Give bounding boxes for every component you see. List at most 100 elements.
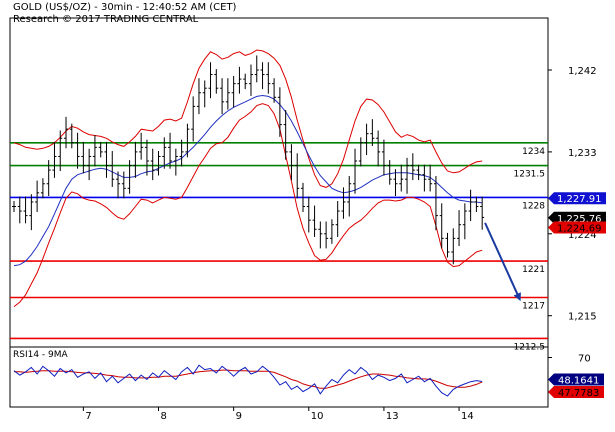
rsi-ma-line: [14, 369, 483, 389]
price-tag-shape: [548, 192, 606, 205]
price-bar: [260, 62, 265, 90]
price-bar: [433, 176, 438, 231]
price-bar: [231, 75, 236, 108]
price-tag-0: 1,227.91: [548, 192, 606, 205]
rsi-tag-1: 47.7783: [548, 385, 604, 399]
level-lines: [10, 142, 548, 340]
x-axis-label: 10: [311, 411, 324, 422]
price-bar: [462, 203, 467, 240]
rsi-pane-frame: [9, 346, 549, 408]
forecast-arrow: [484, 222, 521, 302]
price-bar: [341, 187, 346, 219]
price-axis-label: 1,224: [568, 230, 597, 241]
price-axis-label: 1,233: [568, 148, 597, 159]
x-axis-label: 7: [85, 411, 91, 422]
price-bar: [283, 110, 288, 160]
price-bar: [17, 196, 22, 224]
price-bar: [405, 157, 410, 194]
price-bar: [40, 178, 45, 199]
price-bar: [480, 196, 485, 230]
rsi-axis-label: 70: [578, 354, 591, 365]
price-bar: [173, 148, 178, 176]
price-bar: [329, 219, 334, 244]
rsi-line: [13, 364, 483, 397]
price-series: [12, 49, 485, 307]
price-bar: [248, 64, 253, 96]
price-bar: [266, 62, 271, 94]
price-bar: [347, 176, 352, 217]
price-bar: [64, 116, 69, 149]
price-tag-shape: [548, 221, 606, 234]
price-bar: [202, 80, 207, 108]
price-bar: [162, 137, 167, 169]
ohlc-bars: [12, 55, 485, 265]
level-label-1221: 1221: [522, 265, 545, 275]
price-tag-label: 1,224.69: [557, 224, 602, 235]
rsi-tag-shape: [548, 385, 604, 398]
price-tag-shape: [548, 211, 606, 224]
price-bar: [272, 78, 277, 103]
price-bar: [156, 150, 161, 176]
rsi-tag-label: 48.1641: [558, 376, 599, 387]
level-label-1234: 1234: [522, 147, 545, 157]
price-bar: [381, 139, 386, 176]
price-bar: [422, 164, 427, 192]
price-bar: [445, 232, 450, 258]
price-bar: [104, 141, 109, 178]
rsi-series: [13, 364, 483, 397]
price-bar: [220, 78, 225, 115]
price-bar: [35, 180, 40, 212]
price-bar: [29, 194, 34, 231]
price-bar: [277, 87, 282, 137]
price-bar: [116, 171, 121, 199]
price-bar: [196, 78, 201, 115]
price-tag-label: 1,227.91: [557, 194, 602, 205]
price-bar: [457, 210, 462, 247]
price-bar: [208, 62, 213, 99]
price-axis-label: 1,242: [568, 66, 597, 77]
price-bar: [127, 160, 132, 194]
price-bar: [58, 130, 63, 172]
price-bar: [312, 205, 317, 237]
price-bar: [301, 182, 305, 212]
price-bar: [92, 135, 97, 167]
price-bar: [364, 123, 369, 156]
price-bar: [150, 148, 155, 181]
price-bar: [393, 169, 398, 197]
price-bar: [12, 201, 16, 212]
price-bar: [295, 153, 300, 199]
price-bar: [289, 144, 294, 181]
price-bar: [139, 132, 144, 160]
price-bar: [468, 189, 473, 222]
chart-subtitle: Research © 2017 TRADING CENTRAL: [13, 14, 199, 25]
price-bar: [225, 78, 230, 110]
price-bar: [87, 148, 92, 181]
price-bar: [185, 123, 190, 158]
price-bar: [428, 164, 433, 192]
price-tag-2: 1,224.69: [548, 221, 606, 235]
level-label-1217: 1217: [522, 302, 545, 312]
price-bar: [387, 160, 392, 185]
bollinger-upper-line: [13, 49, 483, 188]
price-bar: [254, 55, 259, 83]
price-bar: [370, 119, 375, 146]
bollinger-lower-line: [13, 103, 483, 307]
price-bar: [410, 153, 415, 181]
price-bar: [318, 221, 323, 249]
price-bar: [376, 130, 381, 167]
price-bar: [144, 139, 149, 176]
x-axis-label: 8: [161, 411, 167, 422]
x-axis-label: 9: [236, 411, 242, 422]
price-bar: [98, 141, 103, 158]
x-axis-label: 14: [461, 411, 474, 422]
rsi-tag-shape: [548, 373, 604, 386]
price-tag-label: 1,225.76: [557, 214, 602, 225]
price-bar: [69, 123, 74, 149]
price-bar: [121, 171, 126, 199]
price-bar: [75, 132, 80, 169]
price-bar: [52, 141, 57, 178]
rsi-title: RSI14 - 9MA: [13, 350, 69, 360]
level-label-1231-5: 1231.5: [514, 170, 546, 180]
